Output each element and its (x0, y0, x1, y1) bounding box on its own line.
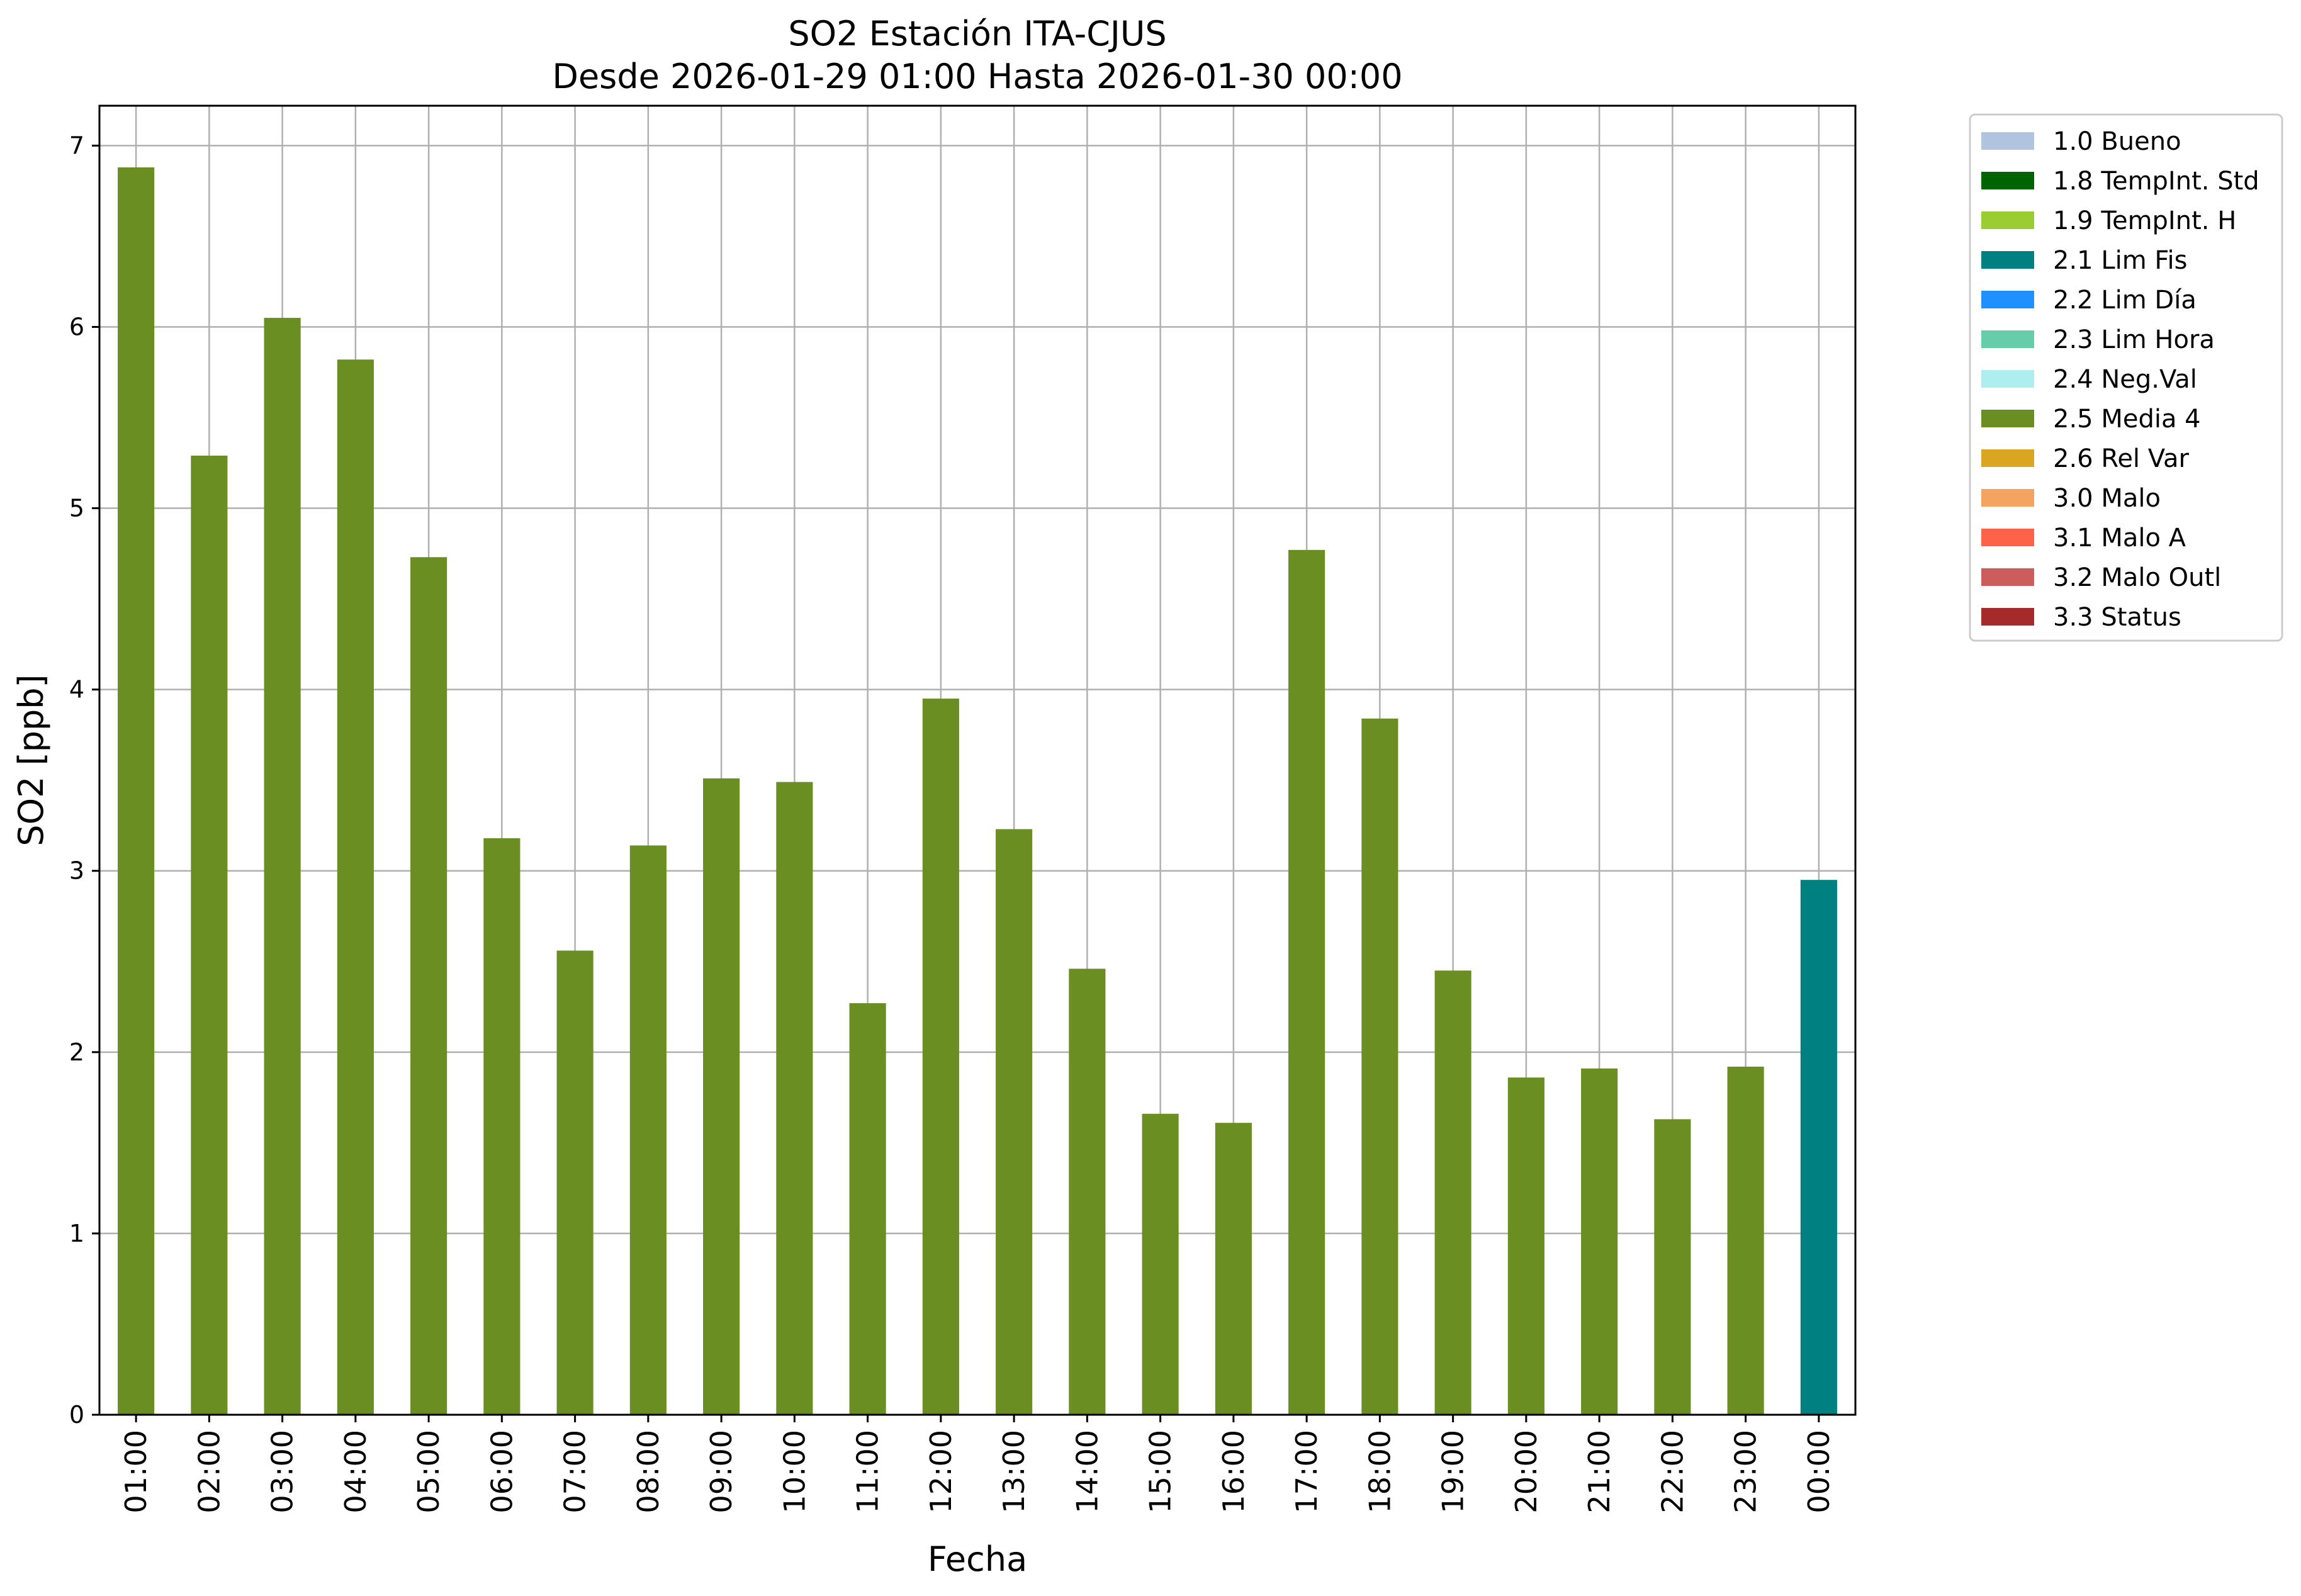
y-tick-label: 7 (69, 132, 84, 159)
legend-swatch (1981, 449, 2034, 467)
legend-items: 1.0 Bueno 1.8 TempInt. Std 1.9 TempInt. H 2… (1981, 127, 2259, 632)
legend-swatch (1981, 291, 2034, 308)
y-tick-label: 2 (69, 1038, 84, 1066)
bar (1069, 969, 1106, 1415)
x-tick-label: 20:00 (1509, 1430, 1543, 1514)
bars (118, 167, 1837, 1415)
bar (1288, 549, 1325, 1415)
plot-frame (98, 104, 1857, 1416)
legend-label: 2.4 Neg.Val (2053, 365, 2197, 394)
bar (922, 699, 959, 1415)
bar (1215, 1123, 1252, 1415)
bar (1434, 970, 1471, 1415)
chart-subtitle: Desde 2026-01-29 01:00 Hasta 2026-01-30 … (552, 57, 1402, 96)
x-tick-label: 00:00 (1802, 1430, 1836, 1514)
legend-swatch (1981, 132, 2034, 150)
x-tick-label: 15:00 (1144, 1430, 1178, 1514)
bar (1800, 880, 1837, 1415)
bar (1727, 1066, 1764, 1415)
y-tick-label: 3 (69, 857, 84, 885)
bar (191, 456, 228, 1415)
y-axis-label: SO2 [ppb] (11, 674, 51, 846)
bar (996, 829, 1033, 1415)
y-tick-label: 6 (69, 313, 84, 340)
legend-label: 2.6 Rel Var (2053, 444, 2190, 473)
bar (629, 845, 667, 1415)
x-tick-label: 08:00 (631, 1430, 665, 1514)
legend-swatch (1981, 410, 2034, 427)
bar (776, 782, 813, 1415)
x-axis-ticks: 01:00 02:00 03:00 04:00 05:00 06:00 07:00 08:00… (119, 1415, 1836, 1514)
bar (556, 950, 594, 1415)
x-tick-label: 12:00 (924, 1430, 958, 1514)
legend-swatch (1981, 211, 2034, 229)
bar (118, 167, 155, 1415)
legend-swatch (1981, 568, 2034, 586)
legend-label: 3.1 Malo A (2053, 524, 2186, 553)
legend-swatch (1981, 489, 2034, 507)
legend-label: 1.8 TempInt. Std (2053, 167, 2259, 196)
x-tick-label: 10:00 (777, 1430, 811, 1514)
y-tick-label: 0 (69, 1401, 84, 1429)
legend-frame (1969, 113, 2283, 642)
legend-label: 3.3 Status (2053, 603, 2181, 632)
legend-label: 3.2 Malo Outl (2053, 563, 2221, 592)
y-tick-label: 1 (69, 1220, 84, 1247)
x-tick-label: 21:00 (1582, 1430, 1616, 1514)
legend-swatch (1981, 529, 2034, 546)
legend-swatch (1981, 330, 2034, 348)
x-tick-label: 09:00 (704, 1430, 738, 1514)
x-tick-label: 02:00 (192, 1430, 226, 1514)
bar (1142, 1113, 1179, 1415)
bar (264, 318, 301, 1415)
legend-swatch (1981, 370, 2034, 388)
x-tick-label: 03:00 (266, 1430, 300, 1514)
x-axis-label: Fecha (928, 1539, 1027, 1579)
legend-label: 2.3 Lim Hora (2053, 325, 2215, 354)
legend-swatch (1981, 608, 2034, 626)
chart-title: SO2 Estación ITA-CJUS (788, 14, 1166, 53)
x-tick-label: 19:00 (1436, 1430, 1470, 1514)
x-tick-label: 23:00 (1729, 1430, 1763, 1514)
x-tick-label: 11:00 (851, 1430, 885, 1514)
x-tick-label: 18:00 (1363, 1430, 1397, 1514)
bar (337, 359, 374, 1415)
x-tick-label: 17:00 (1290, 1430, 1324, 1514)
bar (483, 838, 520, 1415)
bar (1654, 1119, 1691, 1415)
x-tick-label: 16:00 (1217, 1430, 1251, 1514)
bar (1581, 1068, 1618, 1415)
y-axis-ticks: 0 1 2 3 4 5 6 7 (69, 132, 99, 1429)
legend-label: 1.0 Bueno (2053, 127, 2181, 156)
legend-label: 2.1 Lim Fis (2053, 246, 2187, 275)
legend-label: 1.9 TempInt. H (2053, 206, 2236, 235)
legend-swatch (1981, 251, 2034, 269)
legend-label: 2.5 Media 4 (2053, 405, 2201, 434)
x-tick-label: 01:00 (119, 1430, 153, 1514)
bar (849, 1003, 886, 1415)
bar (410, 557, 447, 1415)
x-tick-label: 14:00 (1070, 1430, 1104, 1514)
legend-swatch (1981, 172, 2034, 189)
legend-label: 3.0 Malo (2053, 484, 2161, 513)
y-tick-label: 4 (69, 676, 84, 704)
legend-label: 2.2 Lim Día (2053, 286, 2197, 315)
x-tick-label: 22:00 (1655, 1430, 1689, 1514)
bar (1507, 1077, 1544, 1415)
x-tick-label: 05:00 (412, 1430, 446, 1514)
bar (703, 778, 740, 1415)
x-tick-label: 06:00 (485, 1430, 519, 1514)
legend: 1.0 Bueno 1.8 TempInt. Std 1.9 TempInt. H 2… (1969, 113, 2283, 642)
x-tick-label: 07:00 (558, 1430, 592, 1514)
x-tick-label: 13:00 (997, 1430, 1031, 1514)
y-tick-label: 5 (69, 495, 84, 522)
bar (1361, 718, 1398, 1415)
x-tick-label: 04:00 (339, 1430, 373, 1514)
